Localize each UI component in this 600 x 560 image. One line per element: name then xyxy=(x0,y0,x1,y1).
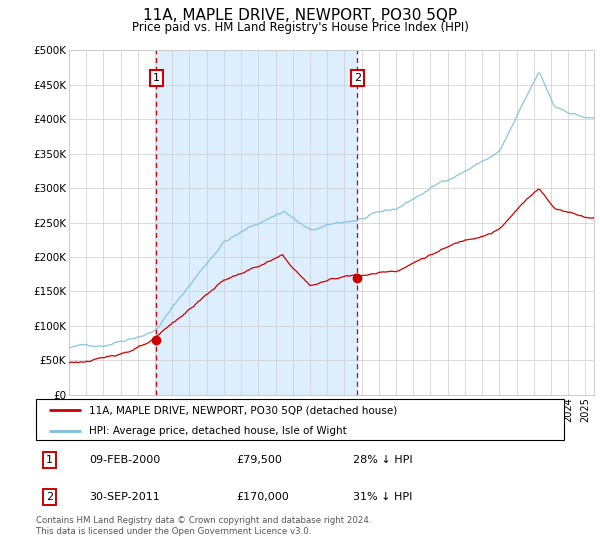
Text: £170,000: £170,000 xyxy=(236,492,289,502)
Text: 30-SEP-2011: 30-SEP-2011 xyxy=(89,492,160,502)
Text: £79,500: £79,500 xyxy=(236,455,283,465)
Text: 1: 1 xyxy=(153,73,160,83)
Text: 11A, MAPLE DRIVE, NEWPORT, PO30 5QP: 11A, MAPLE DRIVE, NEWPORT, PO30 5QP xyxy=(143,8,457,24)
Text: 2: 2 xyxy=(46,492,53,502)
Text: 2: 2 xyxy=(354,73,361,83)
Text: 1: 1 xyxy=(46,455,53,465)
Text: Price paid vs. HM Land Registry's House Price Index (HPI): Price paid vs. HM Land Registry's House … xyxy=(131,21,469,34)
Text: 09-FEB-2000: 09-FEB-2000 xyxy=(89,455,160,465)
Text: 31% ↓ HPI: 31% ↓ HPI xyxy=(353,492,412,502)
Bar xyxy=(157,50,358,395)
Text: 11A, MAPLE DRIVE, NEWPORT, PO30 5QP (detached house): 11A, MAPLE DRIVE, NEWPORT, PO30 5QP (det… xyxy=(89,405,397,415)
Text: 28% ↓ HPI: 28% ↓ HPI xyxy=(353,455,412,465)
FancyBboxPatch shape xyxy=(36,399,564,440)
Text: HPI: Average price, detached house, Isle of Wight: HPI: Average price, detached house, Isle… xyxy=(89,426,347,436)
Text: Contains HM Land Registry data © Crown copyright and database right 2024.
This d: Contains HM Land Registry data © Crown c… xyxy=(36,516,371,536)
